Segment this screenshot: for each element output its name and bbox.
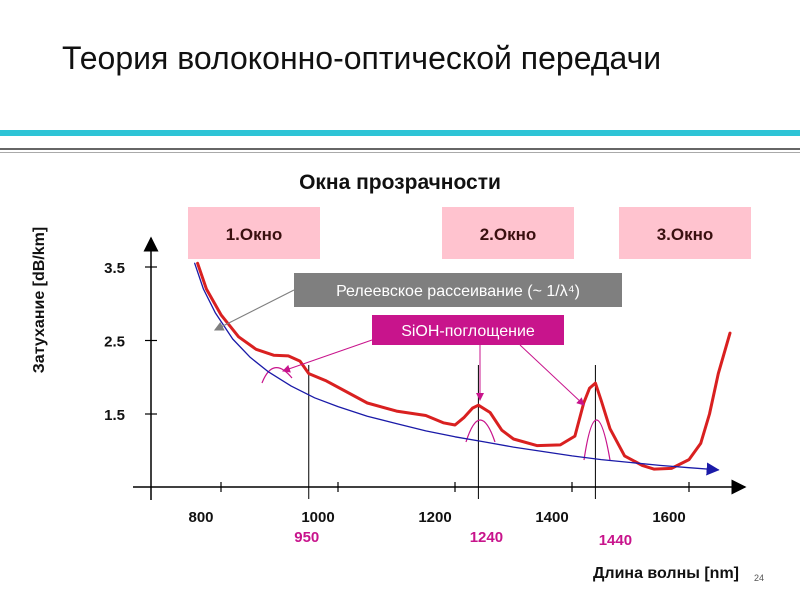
x-axis-title: Длина волны [nm] (593, 565, 739, 582)
peak-1440-arc (583, 419, 611, 461)
window-1-box (188, 207, 320, 259)
y-axis-title: Затухание [dB/km] (31, 227, 48, 373)
y-tick-label-3.5: 3.5 (104, 260, 125, 277)
peak-1240-arc (465, 419, 496, 443)
marker-label-1240: 1240 (470, 529, 503, 546)
peak-950-arc (261, 367, 293, 384)
title-underline-accent (0, 130, 800, 136)
sioh-callout-label: SiOH-поглощение (401, 323, 535, 340)
window-2-label: 2.Окно (480, 225, 537, 244)
page-number: 24 (754, 573, 764, 583)
slide-title: Теория волоконно-оптической передачи (62, 40, 662, 76)
rayleigh-curve (194, 262, 720, 476)
x-tick-label-1400: 1400 (535, 509, 568, 526)
x-tick-label-1600: 1600 (652, 509, 685, 526)
series-lines (194, 261, 732, 476)
marker-label-1440: 1440 (599, 532, 632, 549)
rayleigh-callout-label: Релеевское рассеивание (~ 1/λ⁴) (336, 283, 580, 300)
title-underline-dark (0, 148, 800, 150)
x-tick-label-1000: 1000 (301, 509, 334, 526)
rayleigh-callout-pointer (213, 289, 295, 331)
window-1-label: 1.Окно (226, 225, 283, 244)
sioh-pointer-950 (282, 339, 373, 373)
transparency-windows: 1.Окно 2.Окно 3.Окно (188, 207, 751, 259)
y-tick-label-1.5: 1.5 (104, 407, 125, 424)
axis-ticks: 800 1000 1200 1400 1600 1.5 2.5 3.5 (104, 260, 690, 526)
chart-title: Окна прозрачности (299, 171, 501, 194)
attenuation-curve (196, 261, 732, 471)
window-3-label: 3.Окно (657, 225, 714, 244)
wavelength-markers: 950 1240 1440 (294, 365, 632, 549)
window-3-box (619, 207, 751, 259)
x-tick-label-1200: 1200 (418, 509, 451, 526)
marker-label-950: 950 (294, 529, 319, 546)
sioh-pointer-1440 (519, 344, 585, 406)
x-tick-label-800: 800 (188, 509, 213, 526)
y-tick-label-2.5: 2.5 (104, 334, 125, 351)
sioh-callout-box (372, 315, 564, 345)
title-underline-light (0, 152, 800, 153)
window-2-box (442, 207, 574, 259)
rayleigh-callout-box (294, 273, 622, 307)
